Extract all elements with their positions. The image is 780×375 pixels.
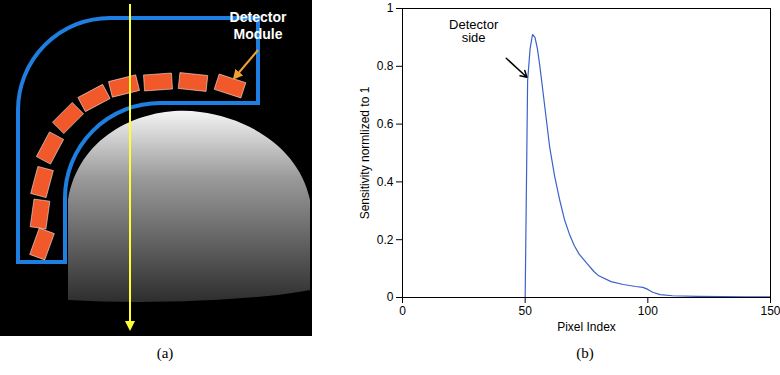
svg-text:50: 50 — [518, 304, 532, 318]
svg-text:0.2: 0.2 — [377, 233, 394, 247]
svg-text:100: 100 — [638, 304, 658, 318]
svg-text:Sensitivity normlized to 1: Sensitivity normlized to 1 — [358, 86, 372, 219]
svg-text:150: 150 — [760, 304, 780, 318]
svg-text:0.4: 0.4 — [377, 175, 394, 189]
html-text:(b): (b) — [576, 345, 594, 361]
svg-text:Detectorside: Detectorside — [449, 17, 499, 45]
svg-text:0.8: 0.8 — [377, 59, 394, 73]
svg-text:0: 0 — [399, 304, 406, 318]
html-text:(a): (a) — [156, 345, 174, 361]
svg-text:1: 1 — [387, 1, 394, 15]
svg-text:0.6: 0.6 — [377, 117, 394, 131]
svg-text:0: 0 — [387, 290, 394, 304]
svg-text:Pixel Index: Pixel Index — [557, 320, 616, 334]
svg-text:DetectorModule: DetectorModule — [230, 9, 287, 42]
